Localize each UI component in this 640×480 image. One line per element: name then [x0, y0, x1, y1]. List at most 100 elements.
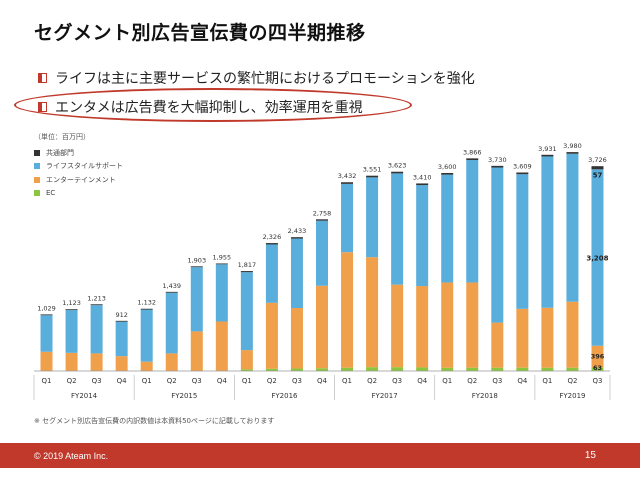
bar-segment: [416, 185, 429, 287]
bar-total-label: 3,410: [413, 173, 432, 181]
bar-total-label: 2,326: [263, 233, 282, 241]
bar-segment: [240, 272, 253, 351]
bar-segment: [290, 368, 303, 371]
bar-segment: [165, 292, 178, 354]
bar-total-label: 3,866: [463, 148, 482, 156]
bar-segment: [265, 368, 278, 371]
bar-total-label: 1,123: [62, 299, 81, 307]
legend-label: 共通部門: [46, 148, 74, 157]
bar-segment: [441, 282, 454, 368]
segment-value-label: 63: [593, 364, 602, 372]
bar-segment: [190, 266, 203, 268]
x-tick-label: Q3: [492, 377, 502, 385]
bar-segment: [441, 174, 454, 283]
bar-total-label: 3,980: [563, 142, 582, 150]
bar-total-label: 2,433: [288, 227, 307, 235]
bar-segment: [491, 165, 504, 168]
bar-total-label: 1,817: [238, 261, 257, 269]
bar-segment: [341, 252, 354, 368]
x-tick-label: Q3: [92, 377, 102, 385]
legend-item: エンターテインメント: [34, 173, 123, 187]
bar-segment: [591, 169, 604, 346]
bar-segment: [265, 243, 278, 245]
bar-segment: [215, 263, 228, 265]
segment-value-label: 396: [591, 353, 605, 361]
legend-swatch: [34, 149, 40, 156]
bar-segment: [316, 220, 328, 286]
fiscal-year-label: FY2019: [559, 392, 585, 400]
bar-total-label: 3,551: [363, 166, 382, 174]
bar-total-label: 3,931: [538, 145, 557, 153]
x-tick-label: Q2: [567, 377, 577, 385]
x-tick-label: Q1: [142, 377, 152, 385]
bar-segment: [416, 286, 429, 368]
segment-value-label: 57: [593, 171, 603, 179]
bar-segment: [416, 367, 429, 371]
bar-segment: [516, 308, 529, 368]
bar-segment: [165, 353, 178, 371]
bar-segment: [65, 352, 78, 371]
bar-segment: [65, 310, 78, 353]
bar-segment: [491, 367, 504, 371]
copyright: © 2019 Ateam Inc.: [34, 451, 109, 461]
bar-segment: [591, 166, 604, 170]
bar-total-label: 912: [115, 311, 127, 319]
bar-segment: [541, 154, 554, 157]
bar-segment: [341, 183, 354, 253]
bar-segment: [65, 309, 78, 311]
bar-segment: [140, 361, 153, 371]
bar-segment: [215, 264, 228, 322]
stacked-bar-chart: 1,029 1,123 1,213 912 1,132 1,439 1,903 1,955 1,…: [33, 142, 611, 400]
x-tick-label: Q4: [517, 377, 528, 385]
legend-item: EC: [34, 187, 123, 201]
bar-segment: [290, 238, 303, 309]
bar-segment: [541, 307, 554, 368]
legend-swatch: [34, 190, 40, 197]
page-number: 15: [584, 450, 596, 461]
bar-segment: [541, 367, 554, 371]
bar-segment: [90, 353, 103, 371]
bar-segment: [466, 367, 479, 371]
bar-segment: [90, 304, 103, 306]
bar-segment: [265, 302, 278, 369]
x-tick-label: Q3: [592, 377, 602, 385]
legend-label: ライフスタイルサポート: [46, 162, 123, 171]
bar-segment: [366, 257, 379, 368]
bar-segment: [491, 322, 504, 368]
chart-legend: 共通部門 ライフスタイルサポート エンターテインメント EC: [34, 146, 123, 200]
x-tick-label: Q1: [442, 377, 452, 385]
fiscal-year-label: FY2017: [372, 392, 398, 400]
bar-segment: [591, 367, 604, 371]
bar-total-label: 2,758: [313, 209, 332, 217]
x-tick-label: Q2: [167, 377, 177, 385]
bar-segment: [441, 173, 454, 175]
bar-segment: [40, 315, 53, 352]
bar-total-label: 1,955: [213, 253, 232, 261]
legend-item: ライフスタイルサポート: [34, 160, 123, 174]
x-tick-label: Q2: [67, 377, 77, 385]
bar-segment: [491, 167, 504, 323]
bar-total-label: 1,029: [37, 304, 56, 312]
footer-bar: © 2019 Ateam Inc. 15: [0, 443, 640, 468]
bar-total-label: 3,609: [513, 163, 532, 171]
segment-value-label: 3,208: [586, 255, 608, 263]
bar-segment: [566, 152, 579, 154]
bar-segment: [516, 174, 529, 309]
bar-segment: [215, 321, 228, 371]
x-tick-label: Q1: [42, 377, 52, 385]
bar-segment: [115, 320, 128, 322]
bar-segment: [591, 345, 604, 368]
bar-total-label: 1,213: [87, 294, 106, 302]
bullet-marker-icon: [38, 73, 47, 83]
bar-segment: [90, 305, 103, 354]
x-tick-label: Q2: [467, 377, 477, 385]
fiscal-year-label: FY2014: [71, 392, 98, 400]
bar-segment: [391, 367, 404, 371]
bar-segment: [40, 314, 53, 316]
bar-total-label: 3,623: [388, 162, 407, 170]
bar-segment: [115, 356, 128, 371]
fiscal-year-label: FY2015: [171, 392, 197, 400]
x-tick-label: Q2: [267, 377, 277, 385]
bar-segment: [566, 367, 579, 371]
legend-swatch: [34, 176, 40, 183]
